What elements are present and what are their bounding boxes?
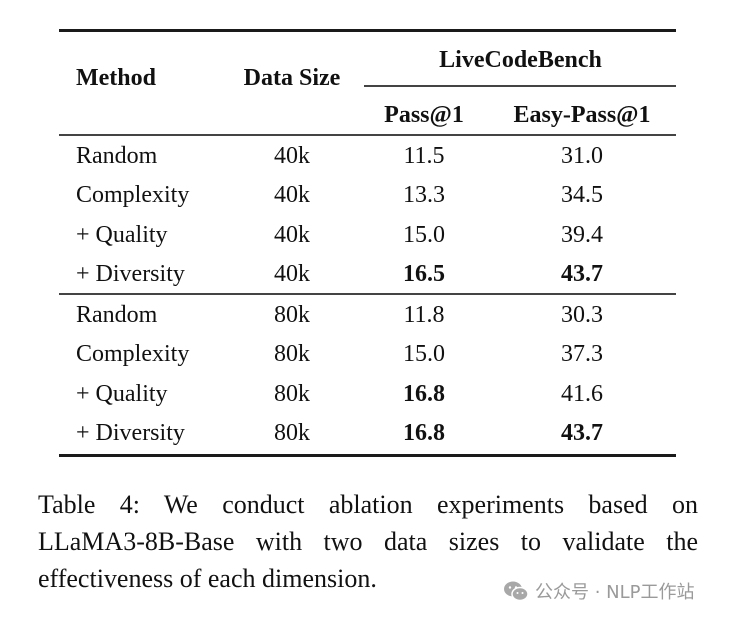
pass1-cell: 13.3	[403, 182, 445, 209]
data-size-cell: 80k	[274, 302, 310, 328]
data-size-cell: 80k	[274, 419, 310, 446]
header-livecodebench: LiveCodeBench	[439, 47, 602, 73]
method-cell: Complexity	[76, 182, 190, 209]
method-cell: Complexity	[76, 341, 190, 368]
data-size-cell: 40k	[274, 143, 310, 169]
table-caption: Table 4: We conduct ablation experiments…	[38, 486, 698, 597]
watermark: 公众号 · NLP工作站	[503, 578, 695, 604]
data-size-cell: 40k	[274, 221, 310, 248]
easy-pass1-cell: 43.7	[561, 260, 603, 287]
pass1-cell: 15.0	[403, 341, 445, 368]
method-cell: + Diversity	[76, 260, 185, 287]
pass1-cell: 15.0	[403, 221, 445, 248]
header-rule	[59, 134, 676, 136]
caption-line: LLaMA3-8B-Base with two data sizes to va…	[38, 527, 698, 556]
data-size-cell: 40k	[274, 182, 310, 209]
method-cell: Random	[76, 302, 158, 328]
easy-pass1-cell: 37.3	[561, 341, 603, 368]
caption-line: effectiveness of each dimension.	[38, 564, 377, 593]
group-cmidrule	[364, 85, 676, 87]
header-method: Method	[76, 65, 156, 91]
wechat-icon	[504, 581, 529, 602]
data-size-cell: 80k	[274, 380, 310, 407]
easy-pass1-cell: 43.7	[561, 419, 603, 446]
method-cell: + Quality	[76, 221, 168, 248]
method-cell: + Quality	[76, 380, 168, 407]
watermark-text: 公众号 · NLP工作站	[535, 582, 695, 603]
method-cell: + Diversity	[76, 419, 185, 446]
pass1-cell: 11.8	[403, 302, 445, 328]
pass1-cell: 16.8	[403, 419, 445, 446]
caption-line: Table 4: We conduct ablation experiments…	[38, 490, 698, 519]
header-pass1: Pass@1	[384, 102, 464, 128]
data-size-cell: 80k	[274, 341, 310, 368]
pass1-cell: 16.5	[403, 260, 445, 287]
easy-pass1-cell: 34.5	[561, 182, 603, 209]
data-size-cell: 40k	[274, 260, 310, 287]
pass1-cell: 16.8	[403, 380, 445, 407]
header-data-size: Data Size	[243, 65, 341, 91]
easy-pass1-cell: 31.0	[561, 143, 603, 169]
easy-pass1-cell: 41.6	[561, 380, 603, 407]
header-easy-pass1: Easy-Pass@1	[513, 102, 651, 128]
easy-pass1-cell: 30.3	[561, 302, 603, 328]
bottom-rule	[59, 454, 676, 457]
top-rule	[59, 29, 676, 32]
easy-pass1-cell: 39.4	[561, 221, 603, 248]
group-separator-rule	[59, 293, 676, 295]
method-cell: Random	[76, 143, 158, 169]
pass1-cell: 11.5	[403, 143, 445, 169]
